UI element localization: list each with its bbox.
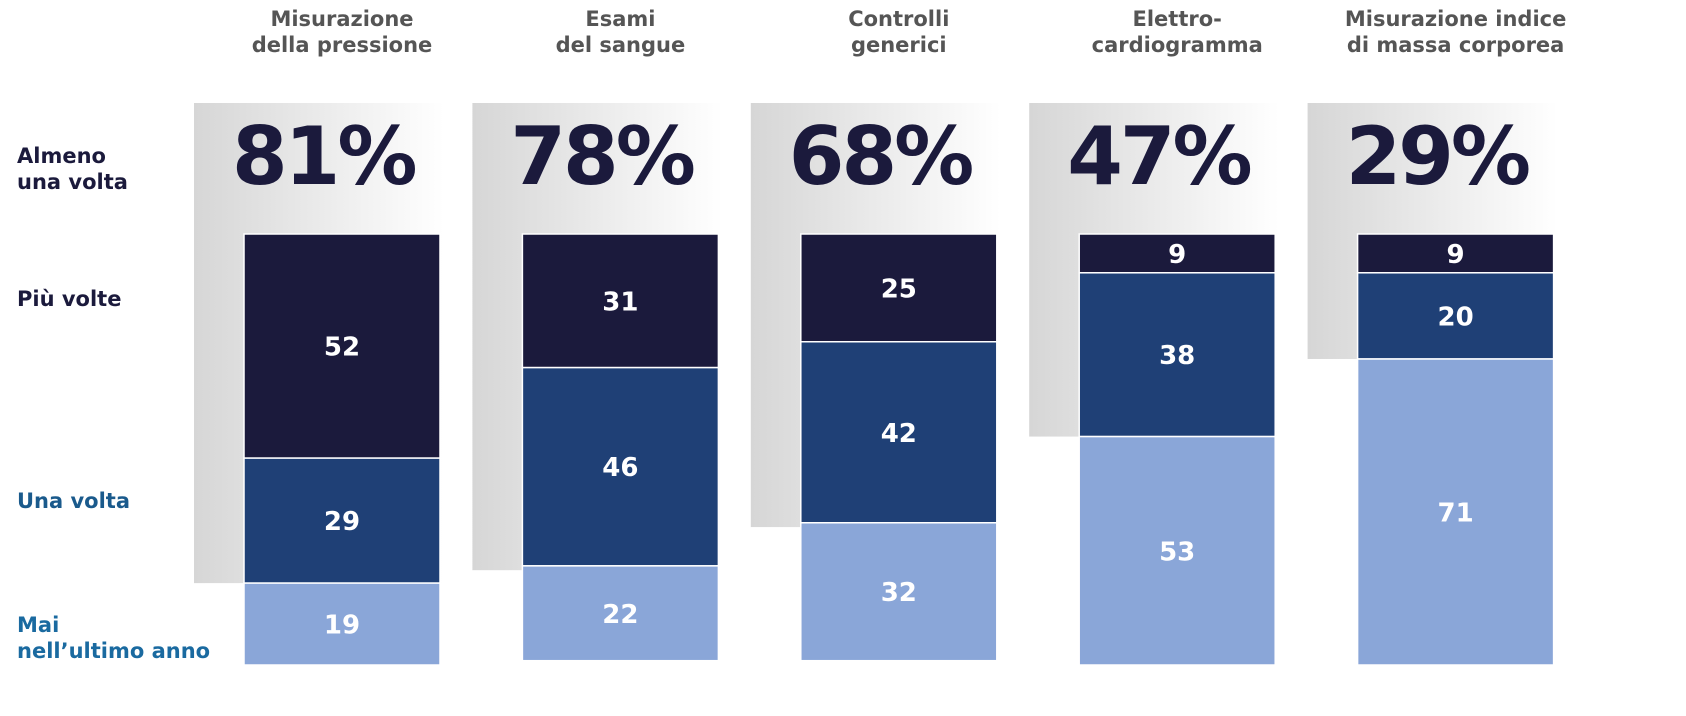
segment-label: 19 — [324, 611, 360, 641]
segment-label: 25 — [881, 274, 917, 304]
segment-label: 29 — [324, 507, 360, 537]
category-label: Esami — [585, 7, 655, 31]
total-label: 29% — [1346, 110, 1529, 203]
bar-segment — [521, 366, 720, 567]
total-label: 68% — [789, 110, 972, 203]
legend-label: Una volta — [17, 489, 130, 513]
category-label: Misurazione indice — [1345, 7, 1567, 31]
legend-label: una volta — [17, 170, 128, 194]
category-label: del sangue — [556, 33, 686, 57]
bar-segment — [521, 233, 720, 369]
segment-label: 46 — [602, 453, 638, 483]
segment-label: 31 — [602, 287, 638, 317]
bar-segment — [1356, 272, 1555, 360]
legend-label: Almeno — [17, 144, 106, 168]
category-label: della pressione — [252, 33, 433, 57]
legend-label: nell’ultimo anno — [17, 639, 210, 663]
bar-segment — [243, 457, 441, 584]
category-label: Elettro- — [1133, 7, 1222, 31]
segment-label: 22 — [602, 600, 638, 630]
bar-segment — [1078, 272, 1276, 438]
bar-segment — [800, 233, 998, 343]
bar-segment — [1356, 358, 1555, 666]
segment-label: 32 — [881, 578, 917, 608]
segment-label: 71 — [1438, 498, 1474, 528]
bar-segment — [1078, 233, 1276, 274]
category-label: cardiogramma — [1092, 33, 1263, 57]
category-label: Controlli — [848, 7, 949, 31]
legend-label: Mai — [17, 613, 59, 637]
legend-label: Più volte — [17, 287, 121, 311]
segment-label: 9 — [1447, 240, 1465, 270]
segment-label: 53 — [1159, 537, 1195, 567]
segment-label: 38 — [1159, 341, 1195, 371]
bar-segment — [243, 233, 441, 459]
total-label: 47% — [1067, 110, 1250, 203]
category-label: generici — [851, 33, 947, 57]
segment-label: 52 — [324, 333, 360, 363]
bar-segment — [1078, 435, 1276, 666]
segment-label: 9 — [1168, 240, 1186, 270]
bar-segment — [1356, 233, 1555, 274]
bar-segment — [800, 341, 998, 524]
segment-label: 20 — [1438, 302, 1474, 332]
total-label: 81% — [232, 110, 415, 203]
category-label: di massa corporea — [1347, 33, 1565, 57]
segment-label: 42 — [881, 419, 917, 449]
bar-segment — [800, 522, 998, 662]
total-label: 78% — [510, 110, 693, 203]
bar-segment — [243, 582, 441, 666]
bar-segment — [521, 565, 720, 662]
category-label: Misurazione — [270, 7, 413, 31]
